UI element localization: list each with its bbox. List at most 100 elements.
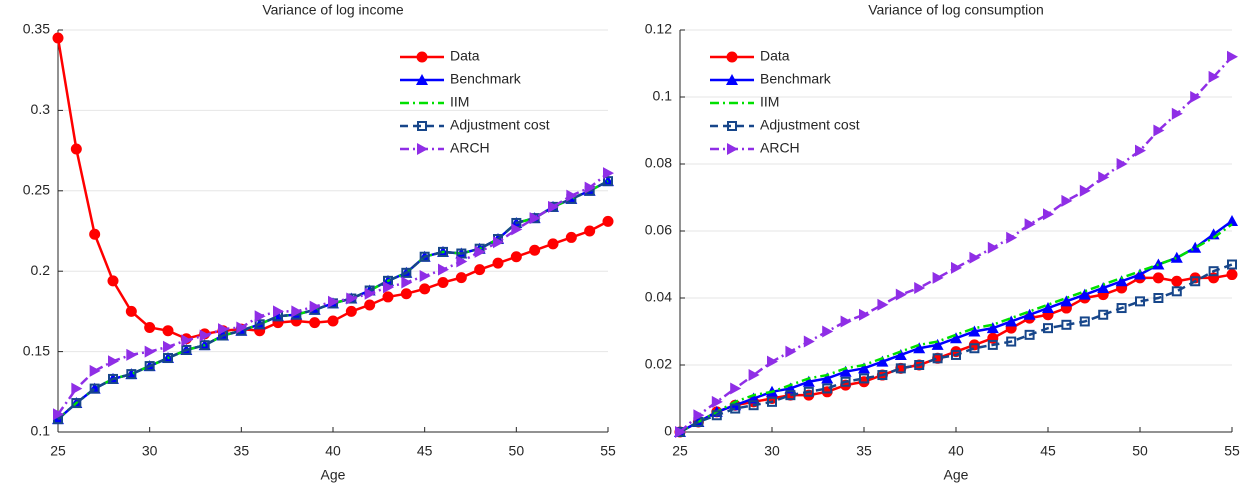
marker bbox=[1171, 107, 1183, 120]
marker bbox=[785, 390, 796, 401]
series-line bbox=[56, 172, 609, 416]
y-tick-label: 0.15 bbox=[23, 342, 50, 358]
chart-title: Variance of log income bbox=[262, 2, 404, 18]
legend-marker bbox=[726, 74, 738, 85]
marker bbox=[584, 181, 596, 194]
marker bbox=[181, 334, 193, 347]
marker bbox=[71, 398, 82, 409]
marker bbox=[859, 373, 869, 384]
marker bbox=[474, 264, 486, 276]
marker bbox=[1135, 144, 1146, 157]
marker bbox=[767, 355, 778, 368]
marker bbox=[254, 310, 266, 323]
y-tick-label: 0.06 bbox=[645, 222, 672, 238]
marker bbox=[108, 355, 119, 368]
marker bbox=[364, 287, 376, 300]
x-tick-label: 50 bbox=[509, 443, 525, 459]
marker bbox=[711, 395, 723, 408]
marker bbox=[895, 363, 906, 374]
marker bbox=[89, 383, 100, 394]
legend-label: Data bbox=[760, 48, 790, 64]
marker bbox=[986, 322, 999, 334]
marker bbox=[1098, 309, 1109, 320]
marker bbox=[969, 343, 980, 354]
marker bbox=[126, 369, 137, 380]
marker bbox=[931, 338, 944, 350]
marker bbox=[1024, 329, 1035, 340]
x-tick-label: 45 bbox=[1040, 443, 1056, 459]
y-tick-label: 0.02 bbox=[645, 356, 672, 372]
marker bbox=[1060, 295, 1073, 307]
marker bbox=[839, 365, 852, 377]
marker bbox=[711, 410, 722, 421]
marker bbox=[510, 251, 522, 263]
marker bbox=[914, 360, 925, 370]
marker bbox=[419, 283, 431, 295]
marker bbox=[107, 275, 119, 287]
marker bbox=[566, 189, 578, 202]
marker bbox=[218, 323, 229, 336]
marker bbox=[529, 244, 541, 256]
marker bbox=[951, 261, 962, 274]
marker bbox=[511, 223, 523, 236]
marker bbox=[125, 305, 137, 317]
legend-marker bbox=[416, 74, 428, 85]
y-tick-label: 0.35 bbox=[23, 21, 50, 37]
x-tick-label: 25 bbox=[672, 443, 688, 459]
marker bbox=[1024, 218, 1036, 231]
marker bbox=[840, 376, 851, 387]
marker bbox=[859, 308, 870, 321]
marker bbox=[1079, 316, 1090, 327]
marker bbox=[455, 272, 467, 284]
legend-label: Data bbox=[450, 48, 480, 64]
marker bbox=[70, 143, 82, 155]
y-tick-label: 0.3 bbox=[31, 101, 51, 117]
marker bbox=[748, 369, 760, 382]
marker bbox=[895, 288, 907, 301]
legend-marker bbox=[417, 143, 428, 155]
marker bbox=[400, 288, 412, 300]
marker bbox=[840, 315, 852, 328]
marker bbox=[126, 348, 138, 361]
marker bbox=[89, 364, 101, 377]
marker bbox=[346, 292, 358, 305]
y-tick-label: 0.1 bbox=[653, 88, 673, 104]
y-tick-label: 0.25 bbox=[23, 182, 50, 198]
marker bbox=[1170, 251, 1183, 263]
marker bbox=[1042, 302, 1054, 314]
marker bbox=[603, 176, 613, 187]
marker bbox=[1227, 50, 1238, 63]
chart-title: Variance of log consumption bbox=[868, 2, 1044, 18]
marker bbox=[1135, 296, 1145, 307]
marker bbox=[419, 270, 431, 283]
legend-marker bbox=[417, 121, 427, 131]
marker bbox=[914, 281, 926, 294]
marker bbox=[474, 245, 486, 258]
marker bbox=[1152, 272, 1164, 284]
marker bbox=[1226, 214, 1238, 226]
marker bbox=[675, 426, 686, 438]
marker bbox=[181, 344, 192, 355]
marker bbox=[802, 375, 815, 387]
marker bbox=[877, 298, 889, 311]
x-tick-label: 25 bbox=[50, 443, 66, 459]
marker bbox=[1006, 231, 1018, 244]
marker bbox=[1061, 319, 1072, 330]
marker bbox=[163, 353, 173, 364]
marker bbox=[71, 382, 83, 395]
marker bbox=[419, 251, 430, 262]
marker bbox=[199, 329, 211, 342]
marker bbox=[53, 408, 64, 421]
marker bbox=[328, 295, 339, 308]
x-tick-label: 40 bbox=[325, 443, 341, 459]
x-tick-label: 45 bbox=[417, 443, 433, 459]
marker bbox=[309, 317, 321, 329]
legend-marker bbox=[727, 143, 738, 155]
series-line bbox=[679, 223, 1233, 434]
marker bbox=[437, 276, 449, 288]
marker bbox=[1152, 258, 1165, 270]
marker bbox=[236, 321, 248, 334]
marker bbox=[951, 349, 961, 360]
